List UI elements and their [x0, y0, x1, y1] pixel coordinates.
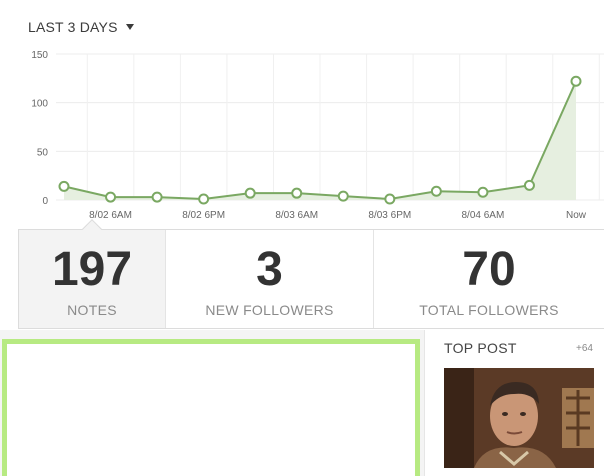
- x-tick-label: 8/02 6PM: [182, 210, 225, 221]
- x-tick-label: 8/03 6AM: [275, 210, 318, 221]
- data-point: [337, 190, 349, 202]
- data-point: [384, 193, 396, 205]
- portrait-image: [444, 368, 594, 468]
- data-point: [430, 185, 442, 197]
- y-tick-label: 100: [31, 99, 48, 110]
- y-tick-label: 50: [37, 147, 49, 158]
- caret-down-icon: [125, 24, 134, 30]
- data-point: [570, 75, 582, 87]
- stats-row: 197 NOTES 3 NEW FOLLOWERS 70 TOTAL FOLLO…: [18, 219, 604, 329]
- stat-notes[interactable]: 197 NOTES: [18, 219, 166, 328]
- data-point: [58, 180, 70, 192]
- y-tick-label: 150: [31, 50, 48, 61]
- x-tick-label: 8/03 6PM: [368, 210, 411, 221]
- series-line: [63, 80, 577, 201]
- date-range-dropdown[interactable]: LAST 3 DAYS: [28, 19, 134, 35]
- new-followers-count: 3: [256, 243, 283, 296]
- activity-panel: LAST 3 DAYS 150 100 50 0 8/02 6AM 8/02 6PM 8/0…: [0, 0, 610, 330]
- total-followers-label: TOTAL FOLLOWERS: [419, 302, 559, 318]
- top-post-thumbnail[interactable]: [444, 368, 594, 468]
- notes-label: NOTES: [67, 302, 117, 318]
- stat-new-followers[interactable]: 3 NEW FOLLOWERS: [166, 230, 374, 328]
- data-point: [291, 187, 303, 199]
- data-point: [244, 187, 256, 199]
- data-point: [477, 186, 489, 198]
- data-point: [151, 191, 163, 203]
- x-tick-label: 8/04 6AM: [462, 210, 505, 221]
- x-tick-label: Now: [566, 210, 587, 221]
- activity-chart: 150 100 50 0 8/02 6AM 8/02 6PM 8/03 6AM 8/03 6P…: [31, 50, 604, 221]
- top-post-count: +64: [576, 343, 593, 354]
- new-followers-label: NEW FOLLOWERS: [205, 302, 334, 318]
- top-post-panel: TOP POST +64: [424, 330, 610, 476]
- total-followers-count: 70: [462, 243, 516, 296]
- date-range-label: LAST 3 DAYS: [28, 19, 118, 35]
- notes-count: 197: [51, 243, 133, 296]
- data-point: [523, 179, 535, 191]
- stat-total-followers[interactable]: 70 TOTAL FOLLOWERS: [374, 230, 604, 328]
- y-tick-label: 0: [42, 196, 48, 207]
- highlight-box: [2, 339, 420, 476]
- x-tick-label: 8/02 6AM: [89, 210, 132, 221]
- top-post-title: TOP POST: [444, 340, 517, 356]
- data-point: [198, 193, 210, 205]
- data-point: [105, 191, 117, 203]
